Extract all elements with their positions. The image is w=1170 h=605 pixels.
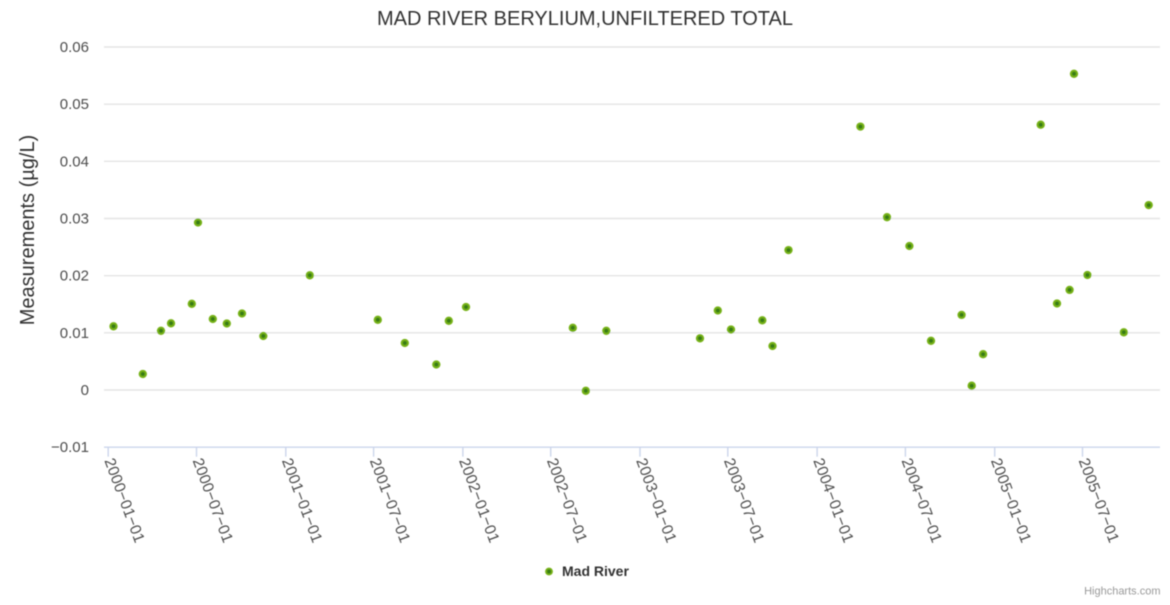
svg-text:MAD RIVER BERYLIUM,UNFILTERED: MAD RIVER BERYLIUM,UNFILTERED TOTAL (377, 8, 793, 30)
svg-text:0.06: 0.06 (60, 39, 89, 56)
svg-text:0: 0 (81, 382, 89, 399)
svg-text:0.01: 0.01 (60, 325, 89, 342)
svg-text:Measurements (µg/L): Measurements (µg/L) (17, 135, 39, 325)
svg-text:0.04: 0.04 (60, 153, 89, 170)
svg-text:0.02: 0.02 (60, 268, 89, 285)
svg-text:Highcharts.com: Highcharts.com (1084, 586, 1160, 598)
svg-text:Mad River: Mad River (562, 563, 629, 579)
svg-text:−0.01: −0.01 (51, 439, 89, 456)
svg-text:0.03: 0.03 (60, 211, 89, 228)
svg-text:0.05: 0.05 (60, 96, 89, 113)
